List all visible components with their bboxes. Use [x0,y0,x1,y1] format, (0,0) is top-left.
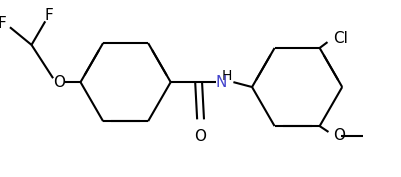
Text: O: O [194,129,206,144]
Text: O: O [333,128,345,143]
Text: N: N [216,75,227,90]
Text: O: O [53,75,65,90]
Text: H: H [222,69,232,83]
Text: Cl: Cl [333,31,348,46]
Text: F: F [45,8,53,23]
Text: F: F [0,16,6,31]
